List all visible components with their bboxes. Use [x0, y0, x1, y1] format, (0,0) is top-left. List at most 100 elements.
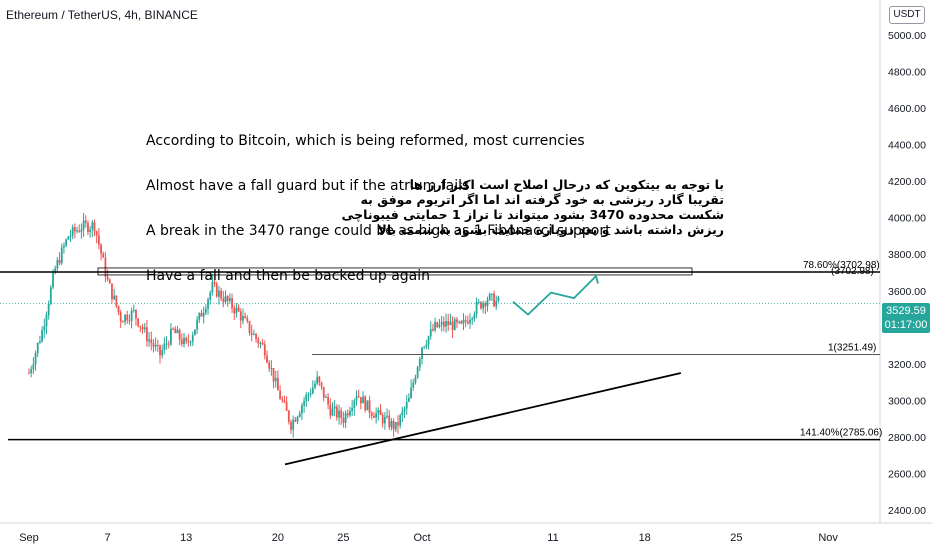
candle-body [383, 416, 386, 424]
candle-body [355, 396, 358, 401]
candle-body [34, 353, 37, 365]
price-tick-label: 4400.00 [888, 140, 926, 152]
price-tick-label: 2600.00 [888, 468, 926, 480]
time-tick-label: 20 [272, 532, 284, 544]
candle-body [344, 413, 347, 423]
candle-body [250, 332, 253, 335]
candle-body [91, 222, 94, 230]
candle-body [237, 307, 240, 312]
candle-body [137, 318, 140, 326]
price-tick-label: 4600.00 [888, 103, 926, 115]
time-tick-label: Sep [19, 532, 39, 544]
candle-body [239, 311, 242, 321]
candle-body [390, 420, 393, 428]
candle-body [399, 415, 402, 426]
candle-body [100, 244, 102, 254]
candle-body [397, 422, 399, 426]
candle-body [87, 223, 89, 232]
candle-body [163, 343, 166, 351]
persian-annotation: با توجه به بیتکوین که درحال اصلاح است اک… [341, 177, 725, 237]
candle-body [39, 341, 41, 343]
candle-body [97, 235, 100, 245]
candle-body [218, 290, 220, 297]
candle-body [65, 239, 68, 246]
candle-body [394, 422, 397, 430]
candle-body [434, 322, 436, 331]
time-tick-label: 13 [180, 532, 192, 544]
candle-body [207, 299, 209, 309]
candle-body [89, 229, 92, 232]
candle-body [436, 322, 439, 327]
candle-body [279, 390, 281, 400]
time-tick-label: 18 [639, 532, 651, 544]
candle-body [370, 413, 373, 416]
candle-body [178, 329, 181, 340]
candle-body [456, 319, 458, 323]
candle-body [311, 387, 314, 394]
time-tick-label: 25 [730, 532, 742, 544]
candle-body [314, 383, 316, 388]
candle-body [287, 410, 290, 422]
price-tick-label: 4000.00 [888, 213, 926, 225]
persian-note-line: با توجه به بیتکوین که درحال اصلاح است اک… [409, 177, 724, 192]
candle-body [45, 315, 48, 327]
candle-body [429, 329, 432, 337]
candle-body [257, 338, 260, 344]
resistance-zone [97, 267, 693, 276]
candle-body [466, 321, 469, 324]
candle-body [281, 399, 284, 401]
candle-body [473, 313, 476, 319]
candle-body [52, 272, 54, 288]
candle-body [366, 400, 369, 411]
candle-body [233, 308, 236, 314]
candle-body [113, 295, 116, 300]
candle-body [338, 410, 340, 418]
candle-body [224, 296, 227, 303]
candle-body [410, 387, 412, 398]
candle-body [58, 259, 61, 264]
candle-body [445, 321, 447, 327]
candle-body [449, 321, 452, 325]
candle-body [349, 411, 351, 416]
price-tick-label: 4800.00 [888, 67, 926, 79]
candle-body [130, 310, 133, 321]
candle-body [84, 220, 87, 224]
candle-body [318, 376, 321, 383]
candle-body [56, 259, 59, 269]
candle-body [274, 377, 277, 382]
candle-body [458, 321, 461, 323]
candle-body [362, 396, 364, 404]
candle-body [108, 279, 111, 284]
fib-level-label: 78.60%(3702.98) [803, 260, 880, 271]
candle-body [242, 316, 244, 321]
candle-body [482, 303, 485, 309]
candle-body [82, 220, 85, 230]
candle-body [246, 318, 249, 322]
candle-body [333, 406, 336, 409]
candle-body [172, 328, 174, 330]
candle-body [462, 319, 465, 324]
candle-body [423, 346, 426, 348]
candle-body [78, 230, 81, 232]
candle-body [320, 382, 323, 387]
candle-body [447, 321, 450, 325]
candle-body [307, 394, 310, 396]
symbol-title: Ethereum / TetherUS, 4h, BINANCE [6, 8, 198, 22]
candle-body [222, 298, 225, 303]
candle-body [342, 418, 345, 423]
fib-level-label: 1(3251.49) [828, 342, 876, 353]
currency-button[interactable]: USDT [889, 6, 925, 24]
candle-body [453, 319, 456, 331]
candle-body [63, 245, 65, 248]
candle-body [469, 319, 471, 324]
candle-body [301, 405, 303, 414]
candle-body [73, 227, 76, 232]
english-annotation: According to Bitcoin, which is being ref… [146, 104, 611, 299]
candle-body [403, 408, 406, 412]
fib-level-label: (3702.98) [831, 266, 874, 277]
candle-body [377, 409, 380, 414]
candle-body [47, 303, 50, 316]
candle-body [270, 368, 273, 370]
persian-note-line: شکست محدوده 3470 بشود میتواند تا تراز 1 … [341, 207, 725, 222]
